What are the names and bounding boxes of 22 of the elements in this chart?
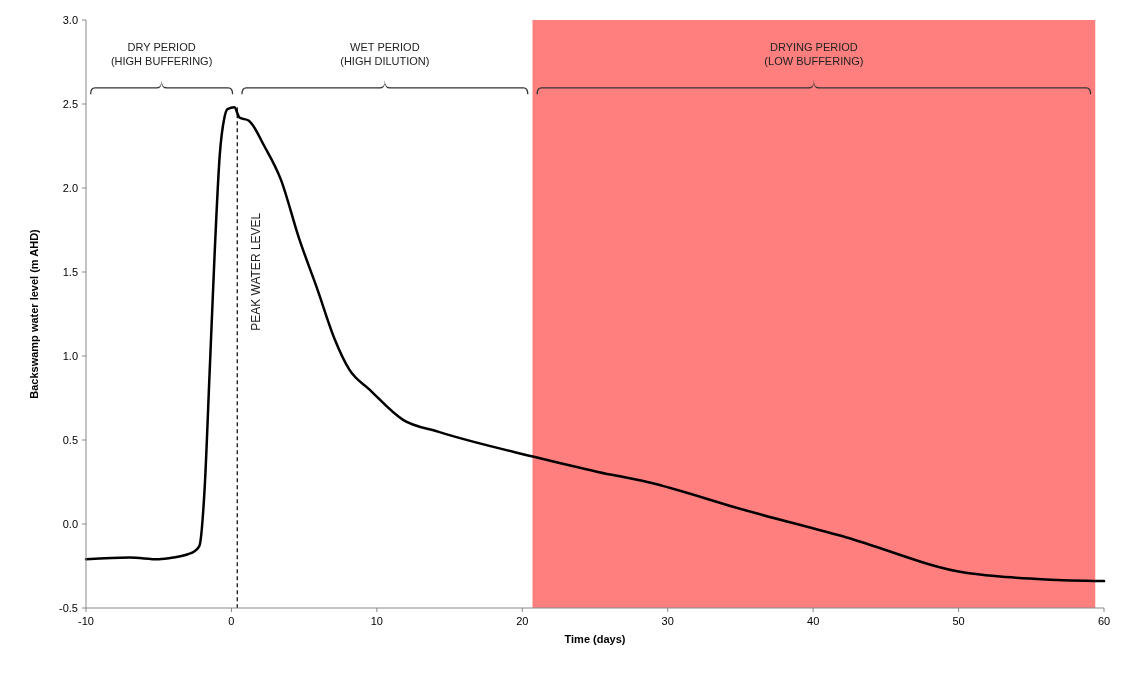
y-tick-label: 1.0 (62, 350, 78, 362)
x-axis-title: Time (days) (564, 633, 626, 645)
annotation: DRYING PERIOD (LOW BUFFERING) (764, 41, 864, 68)
x-tick-label: 30 (661, 615, 674, 627)
y-tick-label: 0.0 (62, 518, 78, 530)
x-tick-label: 0 (228, 615, 235, 627)
x-tick-label: -10 (78, 615, 94, 627)
y-tick-label: 3.0 (62, 14, 78, 26)
x-tick-label: 20 (516, 615, 529, 627)
x-tick-label: 60 (1097, 615, 1111, 627)
annotation: DRY PERIOD (HIGH BUFFERING) (110, 41, 213, 68)
ref-line-label: PEAK WATER LEVEL (249, 212, 264, 331)
x-tick-label: 50 (952, 615, 965, 627)
y-tick-label: 1.5 (62, 266, 78, 278)
annotation: WET PERIOD (HIGH DILUTION) (340, 41, 430, 68)
y-tick-label: 2.0 (62, 182, 78, 194)
y-tick-label: -0.5 (59, 602, 78, 614)
y-tick-label: 2.5 (62, 98, 78, 110)
x-tick-label: 10 (370, 615, 383, 627)
x-tick-label: 40 (807, 615, 820, 627)
y-axis-title: Backswamp water level (m AHD) (28, 228, 40, 399)
y-tick-label: 0.5 (62, 434, 78, 446)
